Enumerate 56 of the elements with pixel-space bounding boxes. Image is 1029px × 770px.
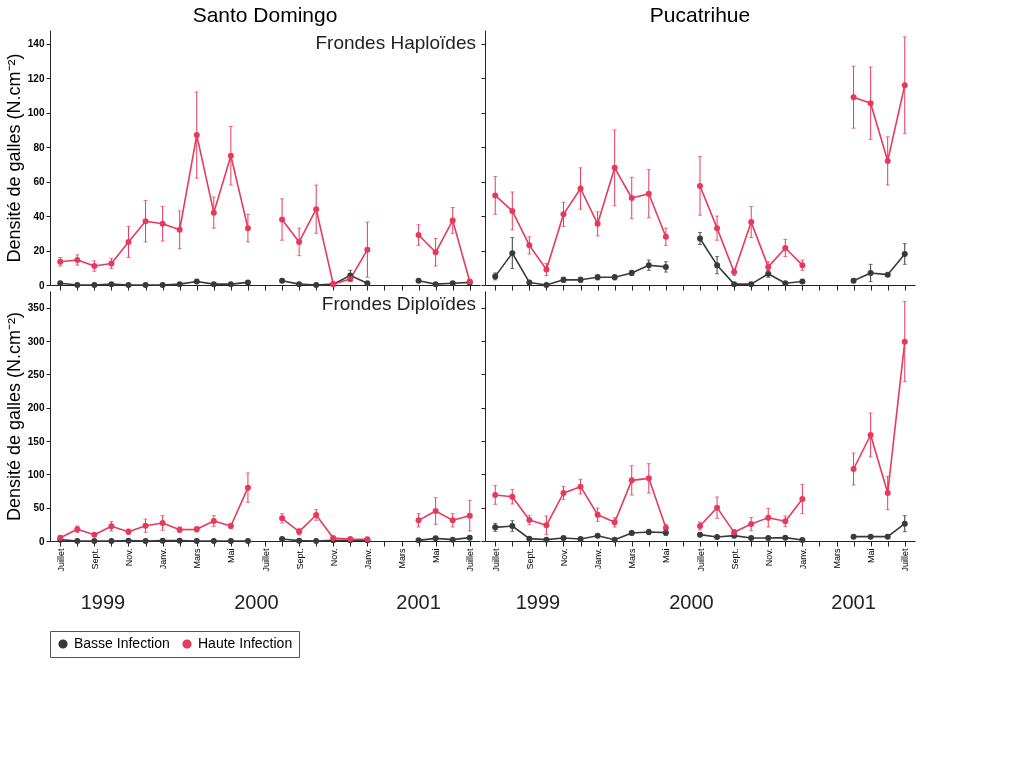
text: 2000 bbox=[669, 591, 714, 613]
x-tick-label: Mai bbox=[226, 548, 237, 564]
chart-subtitle: Frondes Haploïdes bbox=[315, 32, 476, 53]
y-tick-label: 200 bbox=[27, 402, 45, 414]
x-tick-label: Janv. bbox=[158, 548, 169, 570]
chart-title: Santo Domingo bbox=[192, 3, 338, 26]
y-tick-label: 140 bbox=[27, 38, 45, 50]
legend-label: Haute Infection bbox=[198, 635, 293, 651]
y-tick-label: 80 bbox=[33, 141, 45, 153]
y-tick-label: 300 bbox=[27, 335, 45, 347]
chart-subtitle: Frondes Diploïdes bbox=[321, 293, 476, 314]
y-tick-label: 120 bbox=[27, 72, 45, 84]
x-tick-label: Mars bbox=[832, 548, 843, 569]
y-axis-title: Densité de galles (N.cm⁻²) bbox=[3, 53, 24, 263]
x-tick-label: Juillet bbox=[490, 548, 501, 572]
x-tick-label: Nov. bbox=[328, 548, 339, 567]
y-tick-label: 100 bbox=[27, 107, 45, 119]
x-tick-label: Mai bbox=[661, 548, 672, 564]
y-tick-label: 100 bbox=[27, 468, 45, 480]
x-tick-label: Juillet bbox=[55, 548, 66, 572]
y-tick-label: 60 bbox=[33, 176, 45, 188]
text: 2001 bbox=[831, 591, 876, 613]
x-tick-label: Sept. bbox=[729, 548, 740, 570]
x-tick-label: Mars bbox=[192, 548, 203, 569]
y-tick-label: 50 bbox=[33, 502, 45, 514]
x-tick-label: Janv. bbox=[362, 548, 373, 570]
chart-title: Pucatrihue bbox=[649, 3, 751, 26]
x-tick-label: Juillet bbox=[465, 548, 476, 572]
x-tick-label: Mai bbox=[431, 548, 442, 564]
x-tick-label: Janv. bbox=[797, 548, 808, 570]
y-tick-label: 40 bbox=[33, 210, 45, 222]
y-tick-label: 250 bbox=[27, 368, 45, 380]
y-tick-label: 350 bbox=[27, 302, 45, 314]
text: 2001 bbox=[396, 591, 441, 613]
x-tick-label: Mars bbox=[627, 548, 638, 569]
x-tick-label: Juillet bbox=[695, 548, 706, 572]
x-tick-label: Juillet bbox=[900, 548, 911, 572]
x-tick-label: Nov. bbox=[763, 548, 774, 567]
text: 2000 bbox=[234, 591, 279, 613]
x-tick-label: Sept. bbox=[524, 548, 535, 570]
x-tick-label: Nov. bbox=[558, 548, 569, 567]
y-tick-label: 0 bbox=[38, 279, 45, 291]
x-tick-label: Nov. bbox=[123, 548, 134, 567]
y-tick-label: 0 bbox=[38, 535, 45, 547]
y-tick-label: 20 bbox=[33, 245, 45, 257]
y-axis-title: Densité de galles (N.cm⁻²) bbox=[3, 311, 24, 522]
text: 1999 bbox=[515, 591, 561, 613]
legend-label: Basse Infection bbox=[74, 635, 170, 651]
y-tick-label: 150 bbox=[27, 435, 45, 447]
x-tick-label: Juillet bbox=[260, 548, 271, 572]
x-tick-label: Mars bbox=[397, 548, 408, 569]
text: 1999 bbox=[80, 591, 126, 613]
x-tick-label: Sept. bbox=[294, 548, 305, 570]
x-tick-label: Janv. bbox=[593, 548, 604, 570]
x-tick-label: Sept. bbox=[89, 548, 100, 570]
x-tick-label: Mai bbox=[866, 548, 877, 564]
